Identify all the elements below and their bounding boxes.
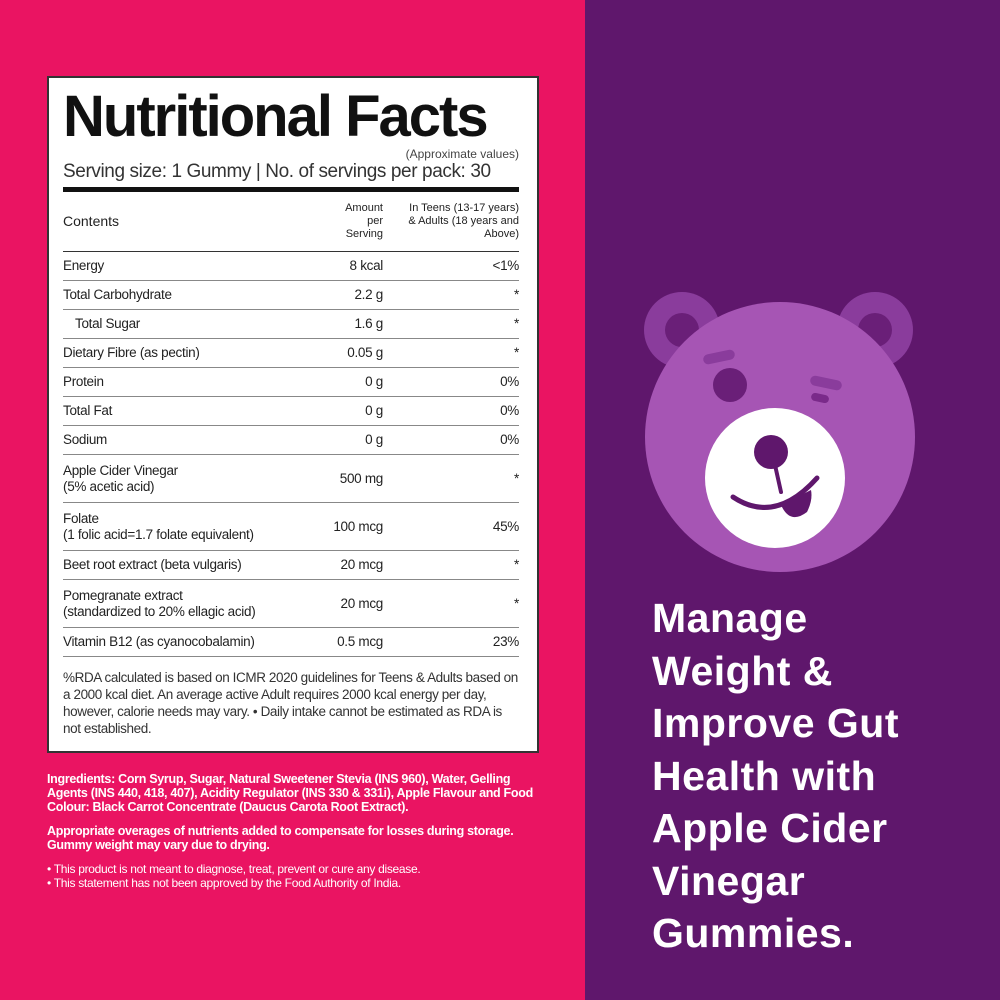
table-row: Beet root extract (beta vulgaris) 20 mcg * bbox=[63, 551, 519, 580]
nutrient-name: Total Fat bbox=[63, 403, 263, 419]
table-row: Dietary Fibre (as pectin) 0.05 g * bbox=[63, 339, 519, 368]
table-row: Folate (1 folic acid=1.7 folate equivalen… bbox=[63, 503, 519, 551]
nutrient-label: Pomegranate extract bbox=[63, 587, 183, 603]
headline-line: Gummies. bbox=[652, 910, 855, 956]
headline-line: Manage bbox=[652, 595, 808, 641]
nutrient-amount: 1.6 g bbox=[354, 316, 383, 331]
nutrient-amount: 0.05 g bbox=[347, 345, 383, 360]
nutrient-name: Vitamin B12 (as cyanocobalamin) bbox=[63, 634, 263, 650]
header-amount: Amount per Serving bbox=[345, 202, 383, 240]
ingredients-text: Ingredients: Corn Syrup, Sugar, Natural … bbox=[47, 772, 533, 814]
nutrient-label: Total Carbohydrate bbox=[63, 287, 172, 302]
nutrient-amount: 8 kcal bbox=[349, 258, 384, 273]
nutrient-name: Beet root extract (beta vulgaris) bbox=[63, 557, 263, 573]
nutrient-rda: * bbox=[514, 470, 519, 486]
nutrient-rda: * bbox=[514, 287, 519, 302]
nutrient-name: Total Carbohydrate bbox=[63, 287, 263, 303]
nutrition-facts-label: Nutritional Facts (Approximate values) S… bbox=[47, 76, 539, 753]
nutrient-amount: 0 g bbox=[365, 403, 383, 418]
nutrient-name: Total Sugar bbox=[63, 316, 263, 332]
left-panel: Nutritional Facts (Approximate values) S… bbox=[0, 0, 585, 1000]
nutrient-label: Energy bbox=[63, 258, 104, 273]
headline-line: Improve Gut bbox=[652, 700, 899, 746]
nutrient-label: Total Fat bbox=[63, 403, 113, 418]
nutrient-rda: 0% bbox=[500, 374, 519, 389]
nutrient-sub: (5% acetic acid) bbox=[63, 478, 155, 494]
headline-line: Weight & bbox=[652, 647, 833, 694]
table-header: Contents Amount per Serving In Teens (13… bbox=[63, 192, 519, 252]
nutrient-rda: 45% bbox=[492, 518, 519, 534]
table-row: Total Sugar 1.6 g * bbox=[63, 310, 519, 339]
right-panel: Manage Weight & Improve Gut Health with Appl… bbox=[585, 0, 1000, 1000]
headline-line: Health with bbox=[652, 752, 877, 799]
ingredients-section: Ingredients: Corn Syrup, Sugar, Natural … bbox=[47, 772, 539, 890]
approx-note: (Approximate values) bbox=[405, 147, 519, 161]
nutrient-amount: 20 mcg bbox=[340, 595, 384, 611]
overages-text: Appropriate overages of nutrients added … bbox=[47, 824, 514, 852]
nutrient-label: Total Sugar bbox=[75, 316, 140, 331]
nutrient-label: Apple Cider Vinegar bbox=[63, 462, 178, 478]
nutrient-name: Dietary Fibre (as pectin) bbox=[63, 345, 263, 361]
nutrient-name: Energy bbox=[63, 258, 263, 274]
nutrient-label: Beet root extract (beta vulgaris) bbox=[63, 557, 242, 572]
table-row: Pomegranate extract (standardized to 20% … bbox=[63, 580, 519, 628]
nutrient-amount: 500 mg bbox=[339, 470, 384, 486]
nutrient-rda: * bbox=[514, 557, 519, 572]
nutrient-table: Energy 8 kcal <1% Total Carbohydrate 2.2 g * T… bbox=[63, 252, 519, 657]
table-row: Vitamin B12 (as cyanocobalamin) 0.5 mcg 23… bbox=[63, 628, 519, 657]
table-row: Energy 8 kcal <1% bbox=[63, 252, 519, 281]
rda-footnote: %RDA calculated is based on ICMR 2020 gu… bbox=[63, 670, 518, 736]
nutrient-amount: 20 mcg bbox=[340, 557, 384, 572]
nutrient-rda: * bbox=[514, 345, 519, 360]
nutrient-label: Sodium bbox=[63, 432, 107, 447]
nutrient-rda: * bbox=[514, 316, 519, 331]
nutrient-amount: 100 mcg bbox=[333, 518, 383, 534]
headline-line: Apple Cider bbox=[652, 805, 888, 851]
nutrient-name: Apple Cider Vinegar (5% acetic acid) bbox=[63, 463, 263, 495]
bear-mascot-icon bbox=[644, 292, 915, 572]
nutrient-label: Folate bbox=[63, 510, 99, 526]
headline: Manage Weight & Improve Gut Health with Appl… bbox=[652, 592, 992, 960]
header-contents: Contents bbox=[63, 213, 120, 229]
disclaimer: • This statement has not been approved b… bbox=[47, 876, 401, 890]
nutrient-rda: * bbox=[514, 595, 519, 611]
disclaimer: • This product is not meant to diagnose,… bbox=[47, 862, 421, 876]
headline-line: Vinegar bbox=[652, 857, 806, 904]
nutrient-name: Protein bbox=[63, 374, 263, 390]
nutrient-rda: 0% bbox=[500, 403, 519, 418]
nutrient-name: Pomegranate extract (standardized to 20% … bbox=[63, 588, 263, 620]
nutrient-name: Sodium bbox=[63, 432, 263, 448]
nutrient-rda: <1% bbox=[492, 258, 520, 273]
nutrient-label: Protein bbox=[63, 374, 104, 389]
nutrient-amount: 2.2 g bbox=[354, 287, 383, 302]
nutrient-name: Folate (1 folic acid=1.7 folate equivalen… bbox=[63, 511, 263, 543]
table-row: Total Fat 0 g 0% bbox=[63, 397, 519, 426]
table-row: Total Carbohydrate 2.2 g * bbox=[63, 281, 519, 310]
header-rda: In Teens (13-17 years) & Adults (18 year… bbox=[408, 202, 519, 240]
label-title: Nutritional Facts bbox=[63, 84, 489, 149]
nutrient-label: Vitamin B12 (as cyanocobalamin) bbox=[63, 634, 255, 649]
nutrient-sub: (1 folic acid=1.7 folate equivalent) bbox=[63, 526, 254, 542]
nutrient-rda: 23% bbox=[492, 634, 519, 649]
table-row: Sodium 0 g 0% bbox=[63, 426, 519, 455]
table-row: Apple Cider Vinegar (5% acetic acid) 500 m… bbox=[63, 455, 519, 503]
serving-info: Serving size: 1 Gummy | No. of servings … bbox=[63, 161, 519, 192]
nutrient-amount: 0 g bbox=[365, 374, 383, 389]
nutrient-amount: 0 g bbox=[365, 432, 383, 447]
nutrient-label: Dietary Fibre (as pectin) bbox=[63, 345, 200, 360]
nutrient-amount: 0.5 mcg bbox=[337, 634, 383, 649]
table-row: Protein 0 g 0% bbox=[63, 368, 519, 397]
nutrient-sub: (standardized to 20% ellagic acid) bbox=[63, 603, 256, 619]
nutrient-rda: 0% bbox=[500, 432, 519, 447]
